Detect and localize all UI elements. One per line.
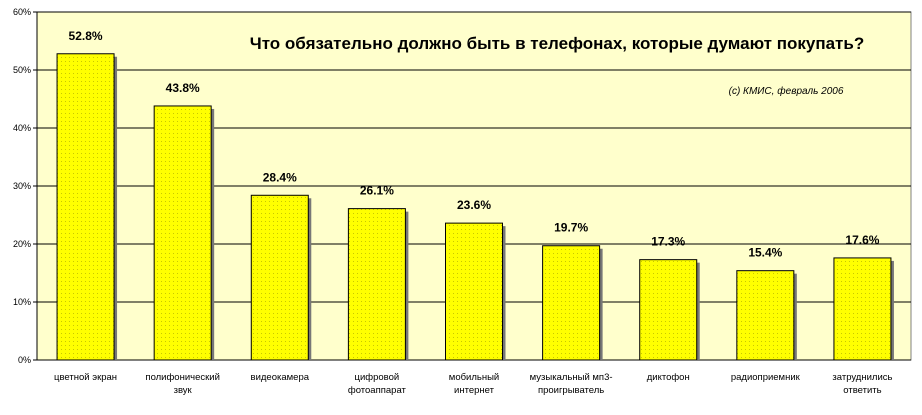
bar-value-label: 23.6% [457, 198, 491, 212]
bar [833, 257, 892, 361]
x-tick-label: мобильный [449, 372, 499, 383]
bar-value-label: 26.1% [360, 184, 394, 198]
bar-value-label: 52.8% [69, 29, 103, 43]
source-note: (с) КМИС, февраль 2006 [729, 85, 844, 97]
bar [639, 259, 698, 361]
bar [445, 222, 503, 361]
y-tick-label: 10% [13, 297, 31, 307]
bar-value-label: 15.4% [748, 246, 782, 260]
bar-value-label: 19.7% [554, 221, 588, 235]
y-tick-label: 0% [18, 355, 31, 365]
y-tick-label: 60% [13, 7, 31, 17]
x-tick-label: затруднились [832, 372, 892, 383]
y-tick-label: 40% [13, 123, 31, 133]
x-tick-label: ответить [843, 385, 881, 396]
x-tick-label: диктофон [647, 372, 690, 383]
x-tick-label: проигрыватель [538, 385, 604, 396]
x-tick-label: видеокамера [251, 372, 310, 383]
bar [153, 105, 212, 361]
x-tick-label: звук [174, 385, 193, 396]
x-tick-label: цифровой [355, 372, 400, 383]
bar-value-label: 43.8% [166, 81, 200, 95]
bar [56, 53, 115, 361]
y-tick-label: 30% [13, 181, 31, 191]
bar [347, 208, 406, 361]
bar [542, 245, 601, 361]
x-tick-label: полифонический [145, 372, 219, 383]
bar [736, 270, 795, 361]
y-tick-label: 50% [13, 65, 31, 75]
x-tick-label: музыкальный мп3- [530, 372, 613, 383]
chart-title: Что обязательно должно быть в телефонах,… [250, 34, 864, 53]
bar-value-label: 17.3% [651, 235, 685, 249]
x-tick-label: цветной экран [54, 372, 117, 383]
x-tick-label: радиоприемник [731, 372, 801, 383]
y-tick-label: 20% [13, 239, 31, 249]
bar-value-label: 28.4% [263, 170, 297, 184]
bar-value-label: 17.6% [845, 233, 879, 247]
x-tick-label: фотоаппарат [348, 385, 407, 396]
x-tick-label: интернет [454, 385, 495, 396]
bar [250, 194, 309, 361]
